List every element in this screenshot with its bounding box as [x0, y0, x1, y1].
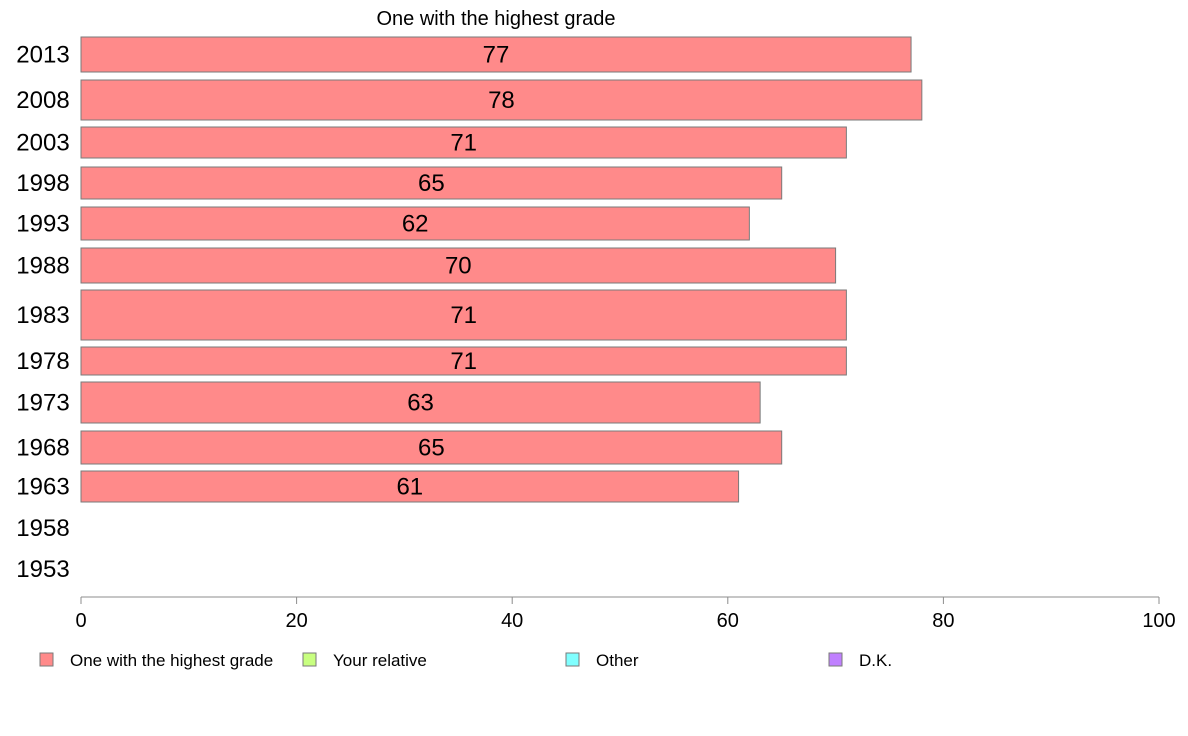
category-label: 1988 [16, 253, 69, 280]
bar [80, 381, 761, 424]
bar-value-label: 71 [450, 348, 477, 375]
legend-swatch [39, 652, 54, 667]
bar [80, 36, 912, 73]
bar [80, 206, 750, 241]
bar-value-label: 61 [396, 474, 423, 501]
category-label: 2013 [16, 42, 69, 69]
legend: One with the highest grade Your relative O… [39, 651, 892, 670]
x-tick-label: 60 [717, 610, 739, 632]
legend-swatch [302, 652, 317, 667]
bar-value-label: 71 [450, 130, 477, 157]
bar [80, 346, 847, 376]
bar-value-label: 70 [445, 253, 472, 280]
category-label: 1973 [16, 390, 69, 417]
x-tick-label: 0 [75, 610, 86, 632]
legend-swatch [828, 652, 843, 667]
bar-value-label: 78 [488, 87, 515, 114]
bar-value-label: 77 [483, 42, 510, 69]
category-label: 2003 [16, 130, 69, 157]
x-tick-label: 20 [285, 610, 307, 632]
bar [80, 470, 740, 503]
x-axis: 0 20 40 60 80 100 [75, 596, 1176, 632]
category-label: 1958 [16, 515, 69, 542]
category-label: 1978 [16, 348, 69, 375]
legend-label: Your relative [333, 651, 427, 670]
bar [80, 166, 783, 200]
x-tick-label: 40 [501, 610, 523, 632]
category-label: 1983 [16, 302, 69, 329]
legend-label: Other [596, 651, 639, 670]
category-label: 2008 [16, 87, 69, 114]
category-labels: 2013 2008 2003 1998 1993 1988 1983 1978 1973 1968… [16, 42, 69, 584]
x-tick-label: 100 [1142, 610, 1175, 632]
legend-label: D.K. [859, 651, 892, 670]
category-label: 1963 [16, 474, 69, 501]
bar [80, 79, 923, 121]
bar [80, 289, 847, 341]
bar [80, 247, 837, 284]
bar-value-label: 65 [418, 435, 445, 462]
chart-title: One with the highest grade [376, 8, 615, 30]
category-label: 1993 [16, 211, 69, 238]
bar-value-label: 71 [450, 302, 477, 329]
category-label: 1968 [16, 435, 69, 462]
legend-swatch [565, 652, 580, 667]
bar-value-label: 62 [402, 211, 429, 238]
x-tick-label: 80 [932, 610, 954, 632]
bars-group [80, 36, 923, 503]
bar [80, 126, 847, 159]
category-label: 1953 [16, 556, 69, 583]
bar-value-label: 65 [418, 170, 445, 197]
legend-label: One with the highest grade [70, 651, 273, 670]
category-label: 1998 [16, 170, 69, 197]
bar-value-label: 63 [407, 390, 434, 417]
bar [80, 430, 783, 465]
